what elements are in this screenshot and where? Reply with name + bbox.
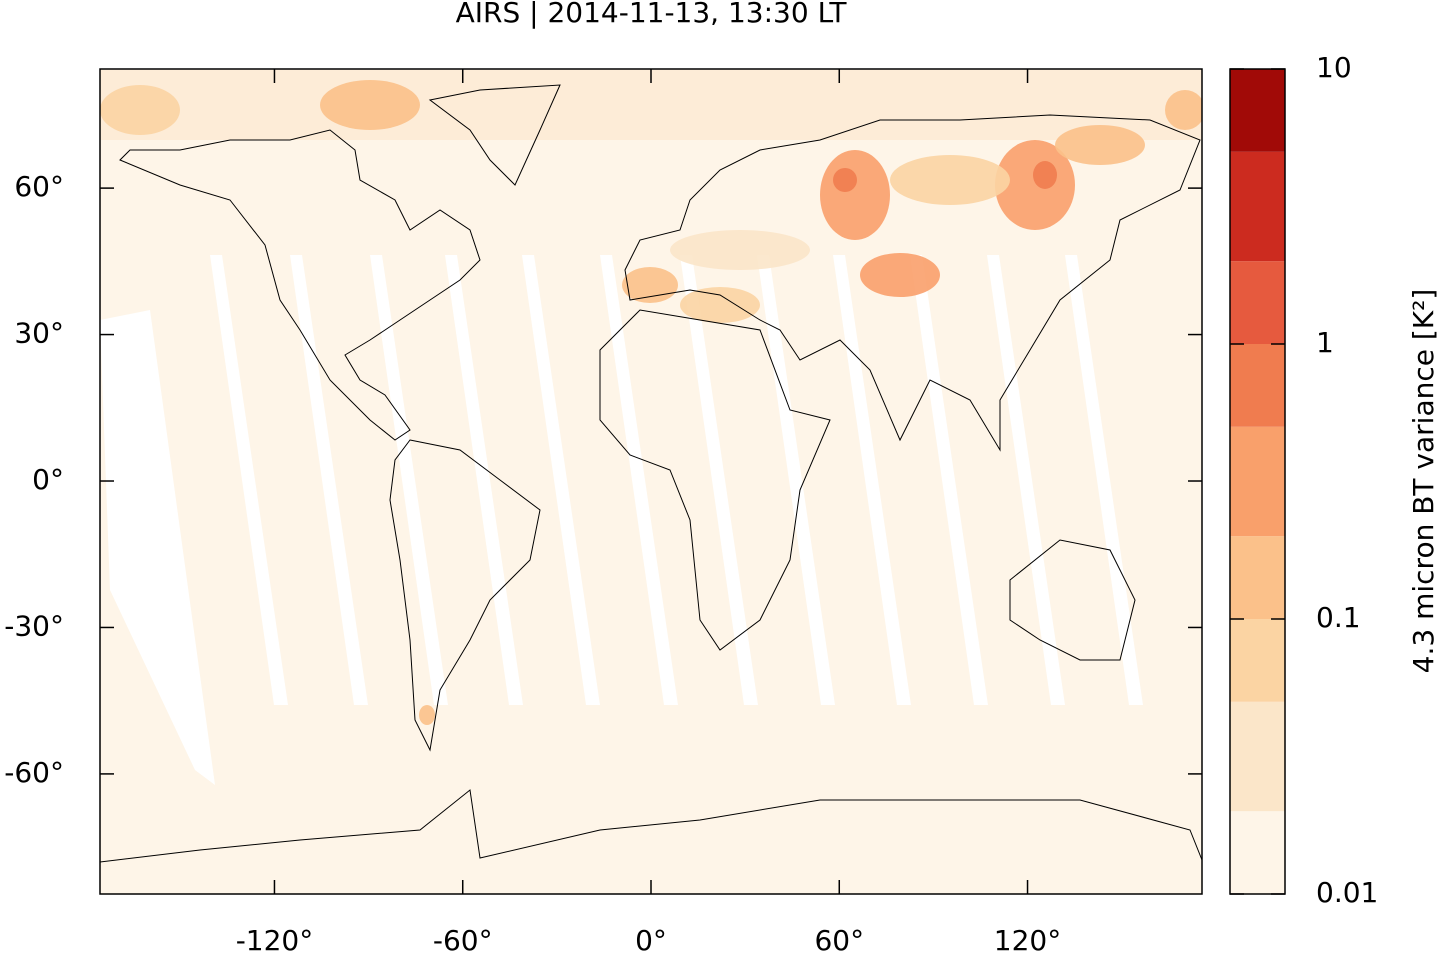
colorbar-band xyxy=(1230,701,1285,812)
colorbar-band xyxy=(1230,619,1285,702)
colorbar-band xyxy=(1230,344,1285,427)
title: AIRS | 2014-11-13, 13:30 LT xyxy=(456,0,848,29)
blob xyxy=(1033,161,1057,189)
coastline xyxy=(389,439,541,752)
x-tick-label: 120° xyxy=(994,924,1061,956)
blob xyxy=(680,287,760,323)
data-gap xyxy=(445,255,523,705)
colorbar xyxy=(1230,69,1285,894)
colorbar-band xyxy=(1230,536,1285,619)
map xyxy=(100,69,1202,894)
blob xyxy=(995,140,1075,230)
data-gap xyxy=(370,255,448,705)
coastline xyxy=(1009,539,1136,661)
data-gap xyxy=(757,255,835,705)
blob xyxy=(890,155,1010,205)
data-gap xyxy=(1065,255,1143,705)
x-tick-label: 0° xyxy=(635,924,667,956)
data-gap xyxy=(833,255,911,705)
colorbar-tick-label: 0.1 xyxy=(1316,601,1361,634)
y-tick-label: -30° xyxy=(4,609,64,642)
coastline xyxy=(100,789,1202,863)
coastline xyxy=(599,309,831,651)
colorbar-tick-label: 1 xyxy=(1316,326,1334,359)
coastlines xyxy=(100,84,1202,863)
y-tick-label: -60° xyxy=(4,756,64,789)
data-gap xyxy=(987,255,1065,705)
colorbar-tick-label: 10 xyxy=(1316,51,1352,84)
blob xyxy=(1165,90,1202,130)
data-gap xyxy=(910,255,988,705)
blob xyxy=(320,80,420,130)
data-gap xyxy=(290,255,368,705)
blob xyxy=(1055,125,1145,165)
blob xyxy=(419,705,435,725)
colorbar-tick-label: 0.01 xyxy=(1316,876,1378,909)
colorbar-band xyxy=(1230,426,1285,537)
x-tick-label: -60° xyxy=(433,924,493,956)
colorbar-frame xyxy=(1229,68,1286,895)
coastline xyxy=(428,84,561,186)
blob xyxy=(833,168,857,192)
colorbar-label: 4.3 micron BT variance [K²] xyxy=(1407,289,1440,674)
data-gap xyxy=(600,255,678,705)
blob xyxy=(860,253,940,297)
colorbar-band xyxy=(1230,151,1285,262)
blob xyxy=(670,230,810,270)
y-tick-label: 0° xyxy=(32,463,64,496)
colorbar-band xyxy=(1230,69,1285,152)
blob xyxy=(100,85,180,135)
data-gap xyxy=(680,255,758,705)
coastline xyxy=(119,129,481,441)
data-gap xyxy=(210,255,288,705)
data-gap xyxy=(100,310,215,785)
x-tick-label: -120° xyxy=(236,924,314,956)
coastline xyxy=(624,114,1201,452)
y-tick-label: 60° xyxy=(14,170,64,203)
colorbar-band xyxy=(1230,261,1285,344)
colorbar-band xyxy=(1230,811,1285,894)
x-tick-label: 60° xyxy=(814,924,864,956)
blob xyxy=(622,267,678,303)
data-gap xyxy=(522,255,600,705)
y-tick-label: 30° xyxy=(14,317,64,350)
blob xyxy=(820,150,890,240)
data-gaps xyxy=(100,255,1143,785)
